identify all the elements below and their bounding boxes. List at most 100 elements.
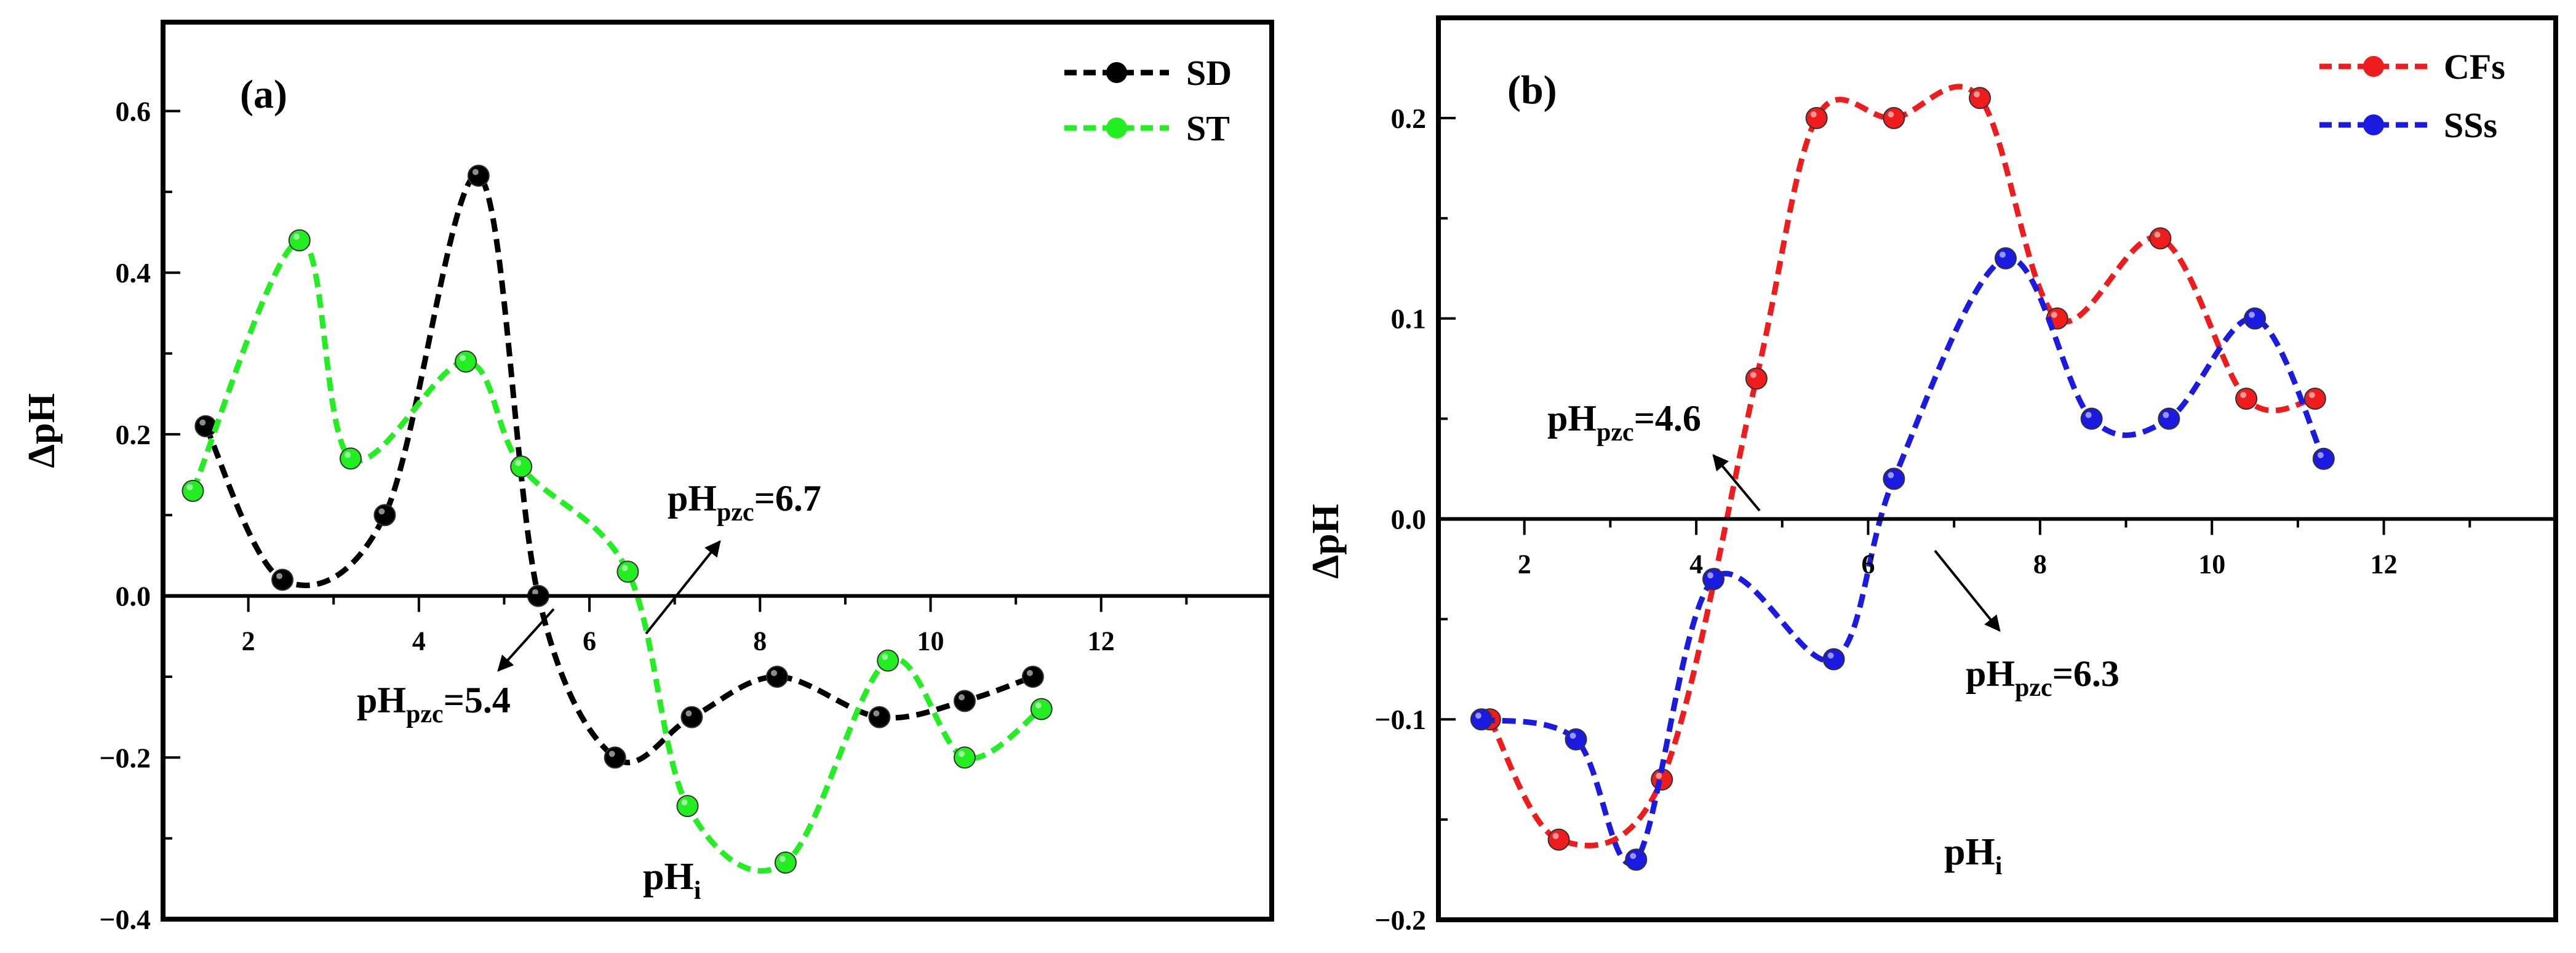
y-tick-label: 0.0 bbox=[1391, 503, 1427, 535]
legend-item-st: ST bbox=[1064, 108, 1230, 148]
x-tick-label: 8 bbox=[2033, 549, 2047, 579]
data-point-st bbox=[953, 746, 976, 769]
frame-a bbox=[161, 20, 1274, 922]
x-tick-label: 12 bbox=[1088, 626, 1115, 656]
data-point-sd bbox=[1021, 665, 1044, 688]
data-point-st bbox=[877, 649, 899, 672]
data-point-sss bbox=[1994, 247, 2017, 269]
plot-area-b bbox=[1470, 84, 2335, 871]
panel-label-a: (a) bbox=[240, 72, 287, 117]
legend-label-st: ST bbox=[1186, 108, 1230, 148]
annotation-pzc-5-4: pHpzc=5.4 bbox=[357, 608, 555, 728]
legend-label-sss: SSs bbox=[2444, 105, 2497, 145]
data-point-sss bbox=[2312, 447, 2335, 470]
y-tick-label: 0.1 bbox=[1391, 303, 1427, 335]
annotation-pzc-6-7: pHpzc=6.7 bbox=[645, 478, 821, 635]
legend-label-cfs: CFs bbox=[2444, 47, 2505, 87]
series-line-cfs bbox=[1487, 84, 2316, 848]
data-point-sss bbox=[1625, 848, 1648, 871]
data-point-sd bbox=[604, 746, 626, 769]
data-point-sd bbox=[271, 568, 294, 591]
data-point-st bbox=[1030, 698, 1053, 720]
y-tick-label: −0.4 bbox=[99, 904, 151, 935]
series-line-st bbox=[190, 237, 1043, 874]
data-point-cfs bbox=[2235, 387, 2258, 410]
svg-text:pHpzc=6.3: pHpzc=6.3 bbox=[1966, 653, 2119, 702]
data-point-st bbox=[676, 795, 699, 818]
x-axis-label-a: pHi bbox=[643, 856, 701, 905]
svg-text:pHpzc=4.6: pHpzc=4.6 bbox=[1547, 398, 1701, 447]
x-tick-label: 4 bbox=[1689, 549, 1703, 579]
frame-b bbox=[1436, 15, 2558, 922]
data-point-sd bbox=[680, 706, 703, 728]
data-point-sss bbox=[2158, 407, 2180, 430]
data-point-st bbox=[616, 560, 639, 583]
y-tick-label: 0.2 bbox=[1391, 103, 1427, 134]
x-tick-label: 4 bbox=[412, 626, 426, 656]
legend-a: SD ST bbox=[1064, 53, 1232, 148]
data-point-cfs bbox=[1805, 106, 1828, 129]
data-point-st bbox=[510, 455, 533, 478]
x-tick-label: 2 bbox=[242, 626, 255, 656]
annotation-arrow-6-3 bbox=[1934, 549, 2001, 632]
data-point-sss bbox=[1883, 468, 1905, 490]
svg-text:pHpzc=5.4: pHpzc=5.4 bbox=[357, 680, 511, 728]
annotation-arrow-6-7 bbox=[645, 540, 721, 635]
series-line-sd bbox=[203, 172, 1034, 765]
y-tick-label: −0.1 bbox=[1374, 704, 1426, 735]
data-point-st bbox=[455, 350, 477, 373]
data-point-sd bbox=[467, 164, 490, 187]
data-point-sss bbox=[1702, 568, 1725, 591]
y-ticks-b: −0.2 −0.1 0.0 0.1 0.2 bbox=[1374, 103, 1456, 936]
data-point-st bbox=[181, 479, 204, 502]
y-tick-label: 0.2 bbox=[116, 419, 151, 450]
x-tick-label: 10 bbox=[2198, 549, 2225, 579]
data-point-sd bbox=[766, 665, 789, 688]
data-point-sd bbox=[194, 415, 217, 437]
annotation-arrow-4-6 bbox=[1712, 454, 1761, 512]
legend-label-sd: SD bbox=[1186, 53, 1232, 93]
zero-axis-ticks-b: 2 4 6 8 10 12 bbox=[1437, 517, 2557, 579]
data-point-st bbox=[774, 851, 797, 874]
y-tick-label: 0.0 bbox=[116, 581, 151, 612]
legend-item-sd: SD bbox=[1064, 53, 1232, 93]
data-point-sss bbox=[2080, 407, 2103, 430]
annotation-arrow-5-4 bbox=[497, 608, 555, 672]
legend-item-sss: SSs bbox=[2319, 105, 2497, 145]
svg-text:pHpzc=6.7: pHpzc=6.7 bbox=[668, 478, 821, 527]
y-tick-label: −0.2 bbox=[1374, 904, 1426, 936]
data-point-cfs bbox=[2303, 387, 2326, 410]
data-point-sd bbox=[953, 690, 976, 712]
x-tick-label: 6 bbox=[1861, 549, 1875, 579]
y-axis-label-a: ΔpH bbox=[21, 393, 63, 468]
series-line-sss bbox=[1480, 255, 2326, 866]
annotation-pzc-6-3: pHpzc=6.3 bbox=[1934, 549, 2119, 702]
chart-panel-b: 2 4 6 8 10 12 −0.2 −0.1 0.0 0.1 0.2 (b) CFs SSs Δ… bbox=[1305, 15, 2558, 936]
plot-area-a bbox=[181, 164, 1053, 874]
zero-axis-ticks-a: 2 4 6 8 10 12 bbox=[162, 594, 1273, 656]
data-point-cfs bbox=[1745, 367, 1768, 390]
data-point-cfs bbox=[1547, 828, 1570, 851]
data-point-cfs bbox=[1969, 87, 1992, 110]
chart-panel-a: 2 4 6 8 10 12 −0.4−0.20.00.20.40.6 (a) SD ST … bbox=[21, 20, 1274, 935]
data-point-sss bbox=[1822, 648, 1845, 671]
x-tick-label: 6 bbox=[583, 626, 596, 656]
data-point-st bbox=[339, 447, 362, 470]
data-point-sd bbox=[373, 504, 396, 527]
x-tick-label: 10 bbox=[917, 626, 944, 656]
data-point-cfs bbox=[2149, 227, 2172, 250]
x-tick-label: 2 bbox=[1518, 549, 1531, 579]
annotation-pzc-4-6: pHpzc=4.6 bbox=[1547, 398, 1761, 512]
y-tick-label: 0.4 bbox=[116, 257, 151, 289]
panel-label-b: (b) bbox=[1507, 68, 1557, 113]
y-ticks-a: −0.4 −0.2 0.0 0.2 0.4 0.6 bbox=[99, 95, 180, 935]
data-point-sss bbox=[2244, 307, 2267, 330]
y-tick-label: 0.6 bbox=[116, 95, 151, 127]
legend-item-cfs: CFs bbox=[2319, 47, 2505, 87]
y-axis-label-b: ΔpH bbox=[1305, 504, 1347, 579]
legend-b: CFs SSs bbox=[2319, 47, 2505, 145]
data-point-sd bbox=[868, 706, 891, 728]
data-point-sss bbox=[1565, 728, 1587, 751]
x-tick-label: 12 bbox=[2371, 549, 2398, 579]
